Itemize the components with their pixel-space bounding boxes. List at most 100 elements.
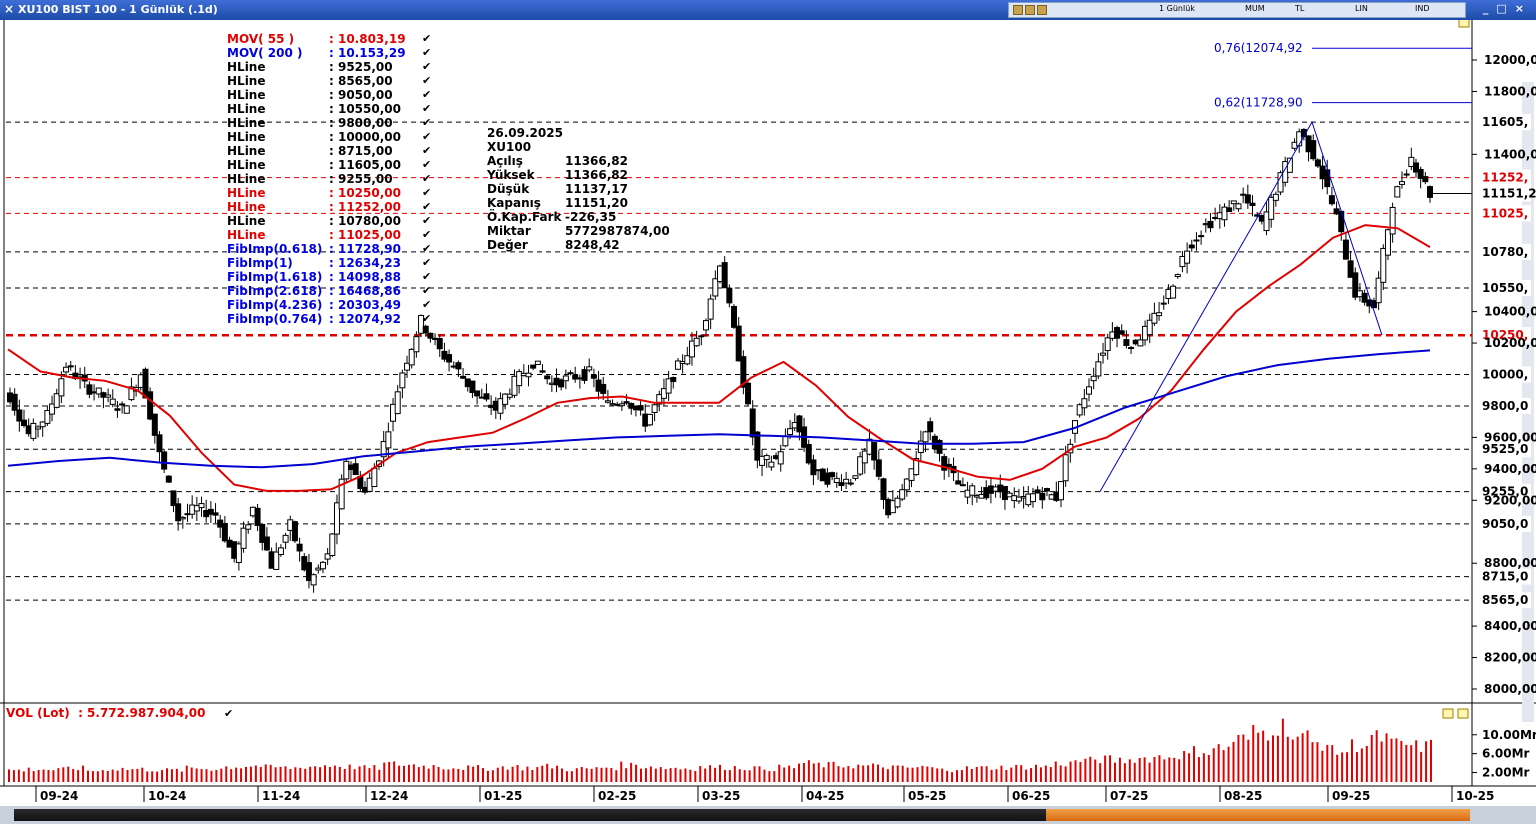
volume-bar (827, 762, 830, 782)
volume-bar (388, 762, 391, 782)
volume-bar (931, 767, 934, 782)
volume-bar (1148, 762, 1151, 782)
candle-body (1086, 386, 1093, 395)
check-icon[interactable]: ✔ (422, 158, 432, 171)
currency-button[interactable]: TL (1295, 4, 1305, 13)
volume-bar (615, 770, 618, 782)
candle-body (763, 455, 770, 461)
candle-body (936, 439, 943, 454)
candle-body (600, 383, 607, 394)
candle-body (1170, 285, 1177, 299)
check-icon[interactable]: ✔ (422, 32, 432, 45)
check-icon[interactable]: ✔ (422, 284, 432, 297)
volume-bar (170, 769, 173, 782)
check-icon[interactable]: ✔ (422, 74, 432, 87)
volume-bar (22, 771, 25, 782)
candle-body (1380, 247, 1387, 283)
close-icon[interactable]: × (1514, 2, 1532, 15)
fib-level-label: 0,62(11728,90 (1214, 96, 1303, 110)
close-icon[interactable]: × (4, 2, 15, 16)
check-icon[interactable]: ✔ (422, 200, 432, 213)
candle-body (913, 458, 920, 476)
volume-bar (111, 769, 114, 782)
volume-bar (1094, 759, 1097, 782)
candle-body (726, 287, 733, 304)
candle-body (408, 348, 415, 366)
check-icon[interactable]: ✔ (422, 130, 432, 143)
check-icon[interactable]: ✔ (224, 707, 234, 720)
volume-bar (1232, 741, 1235, 782)
volume-bar (1074, 760, 1077, 782)
check-icon[interactable]: ✔ (422, 88, 432, 101)
chart-type-button[interactable]: MUM (1245, 4, 1265, 13)
volume-bar (1272, 735, 1274, 782)
check-icon[interactable]: ✔ (422, 172, 432, 185)
volume-bar (146, 771, 149, 782)
volume-bar (1084, 758, 1087, 782)
volume-bar (956, 770, 958, 782)
candle-body (53, 393, 60, 408)
candle-body (502, 393, 509, 405)
volume-bar (906, 767, 909, 782)
volume-bar (714, 767, 717, 782)
candle-body (562, 375, 569, 382)
y-tick-label: 11400,00 (1484, 147, 1536, 161)
volume-bar (62, 767, 65, 782)
candle-body (399, 372, 406, 389)
check-icon[interactable]: ✔ (422, 228, 432, 241)
scroll-thumb[interactable] (1046, 809, 1470, 821)
candle-body (394, 391, 401, 415)
volume-bar (1306, 730, 1309, 782)
check-icon[interactable]: ✔ (422, 242, 432, 255)
candle-body (39, 421, 46, 428)
hline-label-box (1473, 169, 1531, 186)
legend-name: FibImp(0.764) (227, 312, 323, 326)
volume-bar (131, 769, 134, 782)
check-icon[interactable]: ✔ (422, 46, 432, 59)
legend-name: HLine (227, 74, 266, 88)
minimize-icon[interactable]: _ (1482, 2, 1497, 15)
candle-body (1128, 347, 1135, 350)
scale-button[interactable]: LIN (1355, 4, 1368, 13)
volume-bar (442, 769, 445, 782)
volume-bar (358, 766, 361, 782)
check-icon[interactable]: ✔ (422, 256, 432, 269)
candle-body (1081, 398, 1088, 409)
tool-icon[interactable] (1037, 5, 1047, 15)
volume-bar (1059, 765, 1062, 782)
tool-icon[interactable] (1025, 5, 1035, 15)
candle-body (1198, 235, 1205, 238)
x-tick-label: 02-25 (598, 789, 636, 803)
check-icon[interactable]: ✔ (422, 60, 432, 73)
check-icon[interactable]: ✔ (422, 312, 432, 325)
panel-icon (1458, 20, 1470, 28)
volume-bar (723, 769, 726, 782)
maximize-icon[interactable]: □ (1496, 2, 1515, 15)
hline-label: 11605, (1482, 115, 1528, 129)
legend-name: FibImp(0.618) (227, 242, 323, 256)
x-tick-label: 03-25 (702, 789, 740, 803)
check-icon[interactable]: ✔ (422, 102, 432, 115)
volume-bar (240, 768, 243, 782)
volume-bar (1385, 733, 1388, 782)
chart-background (0, 20, 1536, 806)
check-icon[interactable]: ✔ (422, 298, 432, 311)
indicator-button[interactable]: IND (1415, 4, 1430, 13)
volume-bar (1296, 736, 1299, 782)
check-icon[interactable]: ✔ (422, 186, 432, 199)
check-icon[interactable]: ✔ (422, 214, 432, 227)
check-icon[interactable]: ✔ (422, 270, 432, 283)
period-button[interactable]: 1 Günlük (1159, 4, 1195, 13)
volume-bar (674, 767, 677, 782)
check-icon[interactable]: ✔ (422, 144, 432, 157)
check-icon[interactable]: ✔ (422, 116, 432, 129)
volume-bar (1158, 755, 1161, 782)
horizontal-scrollbar[interactable] (0, 806, 1536, 824)
price-chart[interactable]: 11605, 11252,11151,2 11025, 10780, 10550, 102… (0, 20, 1536, 806)
candle-body (693, 337, 700, 347)
candle-body (324, 553, 331, 560)
candle-body (1338, 210, 1345, 233)
tool-icon[interactable] (1013, 5, 1023, 15)
window-controls[interactable]: _□× (1483, 2, 1532, 15)
x-tick-label: 11-24 (262, 789, 300, 803)
